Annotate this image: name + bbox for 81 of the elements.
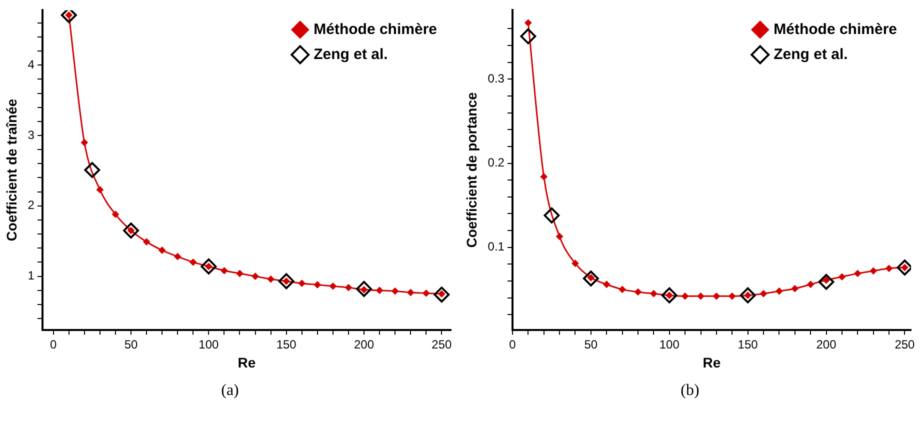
point xyxy=(544,207,560,224)
point xyxy=(158,246,166,254)
point xyxy=(524,19,532,26)
point xyxy=(252,272,259,280)
x-tick-label: 200 xyxy=(354,337,374,352)
point xyxy=(650,290,658,298)
point xyxy=(84,162,100,178)
point xyxy=(572,260,579,267)
point xyxy=(80,139,88,146)
y-tick-label: 0.3 xyxy=(488,71,505,86)
point xyxy=(697,292,704,300)
legend-label: Méthode chimère xyxy=(314,20,438,38)
point xyxy=(540,173,548,180)
point xyxy=(96,186,104,194)
point xyxy=(190,258,197,266)
point xyxy=(603,280,610,288)
legend-label: Méthode chimère xyxy=(774,20,898,38)
x-tick-label: 50 xyxy=(124,337,138,352)
point xyxy=(123,222,140,239)
x-tick-label: 0 xyxy=(509,337,516,352)
point xyxy=(174,253,182,260)
point xyxy=(329,282,336,290)
point xyxy=(200,258,217,274)
point xyxy=(582,270,599,286)
point xyxy=(870,267,877,274)
point xyxy=(618,286,626,293)
point xyxy=(791,285,798,292)
x-tick-label: 250 xyxy=(432,337,452,352)
point xyxy=(356,280,372,297)
point xyxy=(434,286,450,303)
text: (b) xyxy=(680,382,700,400)
x-tick-label: 0 xyxy=(50,337,58,352)
point xyxy=(220,267,228,274)
y-tick-label: 2 xyxy=(28,198,35,212)
y-axis-title: Coefficient de traînée xyxy=(3,98,20,242)
point xyxy=(422,290,430,297)
point xyxy=(556,232,564,240)
x-tick-label: 150 xyxy=(738,337,758,352)
y-tick-label: 0.1 xyxy=(488,240,505,254)
point xyxy=(278,273,294,290)
point xyxy=(818,274,834,290)
y-tick-label: 1 xyxy=(28,268,35,283)
point xyxy=(807,280,814,288)
point xyxy=(760,290,768,298)
legend-label: Zeng et al. xyxy=(314,46,388,63)
x-axis-title: Re xyxy=(702,354,721,370)
x-tick-label: 150 xyxy=(276,337,297,352)
y-tick-label: 4 xyxy=(28,57,35,72)
x-tick-label: 200 xyxy=(816,337,837,352)
point xyxy=(143,238,150,246)
point xyxy=(344,284,352,292)
point xyxy=(112,210,119,218)
point xyxy=(298,280,306,287)
point xyxy=(838,273,846,280)
point xyxy=(712,292,720,300)
point xyxy=(314,281,321,288)
point xyxy=(407,288,414,296)
point xyxy=(776,288,783,295)
x-tick-label: 50 xyxy=(584,337,598,352)
point xyxy=(634,288,642,296)
point xyxy=(728,292,736,300)
y-tick-label: 0.2 xyxy=(488,156,505,170)
x-axis-title: Re xyxy=(238,354,256,370)
point xyxy=(682,292,689,300)
point xyxy=(740,287,756,304)
y-tick-label: 3 xyxy=(28,128,35,142)
point xyxy=(376,286,384,294)
point xyxy=(886,264,893,272)
legend-label: Zeng et al. xyxy=(774,46,848,63)
x-tick-label: 250 xyxy=(894,337,916,352)
x-tick-label: 100 xyxy=(659,337,680,352)
point xyxy=(392,288,399,295)
point xyxy=(236,270,244,277)
point xyxy=(854,270,862,277)
text: (a) xyxy=(220,382,240,400)
x-tick-label: 100 xyxy=(198,337,220,352)
point xyxy=(520,28,536,44)
y-axis-title: Coefficient de portance xyxy=(463,92,480,248)
point xyxy=(661,287,678,304)
point xyxy=(267,276,274,283)
point xyxy=(60,10,77,24)
